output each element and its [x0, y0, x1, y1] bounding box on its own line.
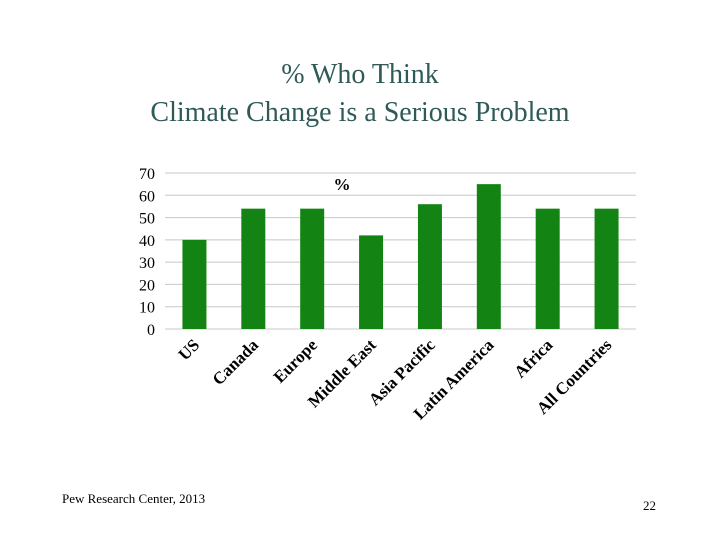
bar: [359, 235, 384, 329]
y-tick-label: 40: [139, 233, 155, 250]
bar: [594, 208, 619, 329]
bar: [241, 208, 266, 329]
x-tick-label: Canada: [209, 335, 263, 389]
chart-unit-label: %: [334, 175, 351, 194]
x-tick-label: Africa: [510, 335, 556, 381]
y-tick-label: 30: [139, 255, 155, 272]
y-tick-label: 70: [139, 166, 155, 183]
bar: [417, 204, 442, 329]
source-citation: Pew Research Center, 2013: [62, 491, 206, 506]
y-tick-label: 20: [139, 277, 155, 294]
slide-title-line-2: Climate Change is a Serious Problem: [150, 97, 570, 128]
bar: [535, 208, 560, 329]
bar: [300, 208, 325, 329]
page-number: 22: [643, 498, 656, 513]
slide-title: % Who Think Climate Change is a Serious …: [0, 56, 720, 132]
y-tick-label: 50: [139, 211, 155, 228]
y-tick-label: 60: [139, 188, 155, 205]
slide-title-line-1: % Who Think: [281, 59, 439, 90]
chart-y-axis: 0 10 20 30 40 50 60 70: [139, 166, 155, 339]
x-tick-label: US: [174, 335, 203, 364]
bar: [476, 184, 501, 329]
chart-bars: [182, 184, 619, 329]
y-tick-label: 10: [139, 300, 155, 317]
chart-gridlines: [165, 172, 636, 330]
x-tick-label: Europe: [270, 335, 322, 387]
bar: [182, 239, 207, 329]
y-tick-label: 0: [147, 322, 155, 339]
